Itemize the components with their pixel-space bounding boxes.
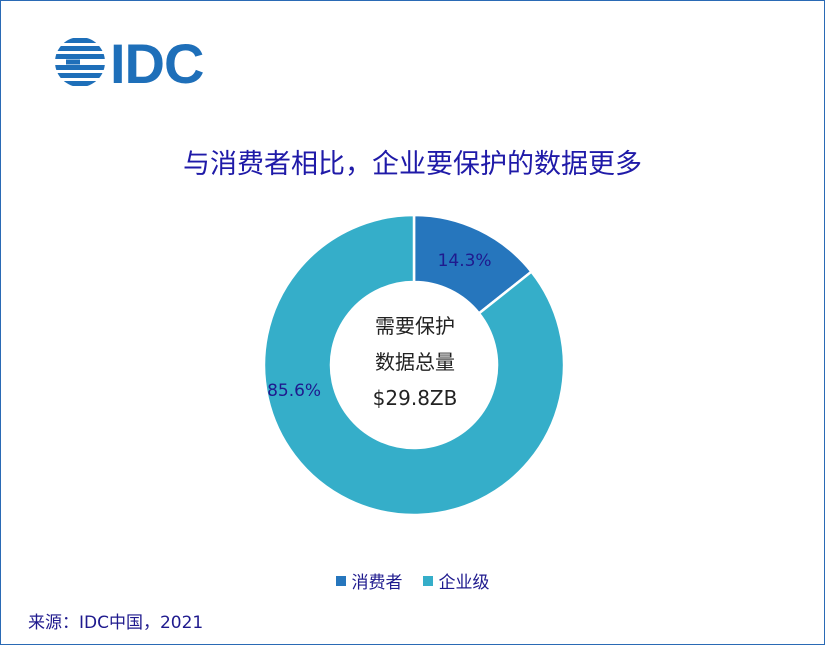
legend-swatch-enterprise	[423, 576, 433, 586]
data-label-enterprise: 85.6%	[267, 381, 321, 401]
chart-legend: 消费者 企业级	[0, 568, 825, 593]
center-line-3: $29.8ZB	[340, 380, 490, 416]
legend-item-consumer: 消费者	[336, 568, 403, 593]
legend-swatch-consumer	[336, 576, 346, 586]
legend-label-enterprise: 企业级	[439, 568, 490, 593]
source-note: 来源：IDC中国，2021	[28, 608, 203, 633]
center-line-2: 数据总量	[340, 344, 490, 380]
legend-item-enterprise: 企业级	[423, 568, 490, 593]
data-label-consumer: 14.3%	[438, 251, 492, 271]
legend-label-consumer: 消费者	[352, 568, 403, 593]
center-line-1: 需要保护	[340, 308, 490, 344]
